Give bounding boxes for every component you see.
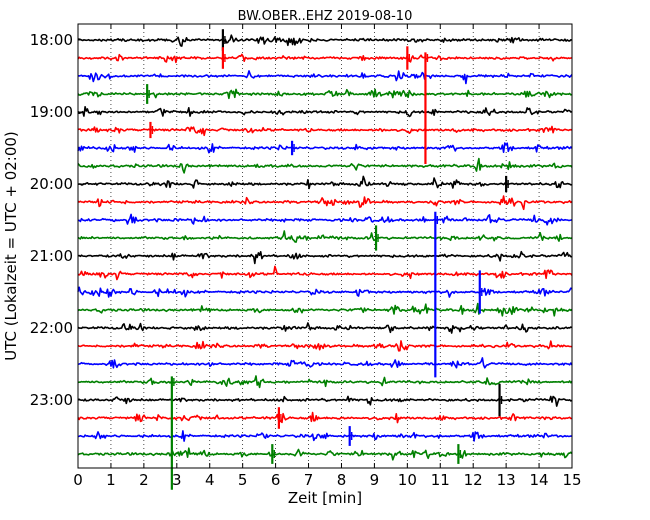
x-tick-label-5: 5 bbox=[238, 471, 248, 489]
y-tick-label-0: 18:00 bbox=[30, 31, 73, 49]
y-tick-label-1: 19:00 bbox=[30, 103, 73, 121]
trace-line-4 bbox=[77, 106, 573, 118]
y-tick-label-4: 22:00 bbox=[30, 319, 73, 337]
x-tick-label-2: 2 bbox=[139, 471, 149, 489]
plot-frame bbox=[77, 23, 573, 469]
trace-line-14 bbox=[77, 286, 573, 298]
y-tick-label-2: 20:00 bbox=[30, 175, 73, 193]
trace-line-0 bbox=[77, 34, 573, 47]
trace-line-18 bbox=[77, 357, 573, 369]
trace-line-7 bbox=[77, 157, 573, 174]
grid-layer bbox=[110, 24, 540, 468]
trace-line-9 bbox=[77, 195, 573, 211]
x-tick-label-4: 4 bbox=[205, 471, 215, 489]
x-tick-label-14: 14 bbox=[530, 471, 549, 489]
trace-line-6 bbox=[77, 142, 573, 154]
x-tick-label-11: 11 bbox=[431, 471, 450, 489]
trace-line-2 bbox=[77, 70, 573, 85]
x-tick-label-3: 3 bbox=[172, 471, 182, 489]
x-tick-label-13: 13 bbox=[497, 471, 516, 489]
trace-line-20 bbox=[77, 395, 573, 407]
x-tick-label-1: 1 bbox=[106, 471, 116, 489]
chart-title: BW.OBER..EHZ 2019-08-10 bbox=[238, 9, 413, 24]
trace-line-15 bbox=[77, 302, 573, 317]
x-tick-label-8: 8 bbox=[337, 471, 347, 489]
trace-line-16 bbox=[77, 322, 573, 334]
x-tick-label-6: 6 bbox=[271, 471, 281, 489]
trace-line-17 bbox=[77, 340, 573, 352]
trace-line-8 bbox=[77, 175, 573, 190]
x-tick-label-9: 9 bbox=[370, 471, 380, 489]
trace-line-22 bbox=[77, 430, 572, 442]
x-axis-label: Zeit [min] bbox=[288, 489, 362, 507]
trace-layer bbox=[77, 29, 573, 490]
trace-line-5 bbox=[77, 125, 573, 137]
y-tick-label-5: 23:00 bbox=[30, 391, 73, 409]
trace-line-21 bbox=[77, 411, 573, 424]
trace-line-10 bbox=[77, 213, 573, 226]
trace-line-1 bbox=[77, 53, 573, 64]
trace-line-23 bbox=[77, 447, 573, 461]
tick-layer: 0 1 2 3 4 5 6 7 8 9 10 11 12 13 14 1518:0019:0020:0021:… bbox=[30, 24, 582, 489]
x-tick-label-0: 0 bbox=[73, 471, 83, 489]
y-axis-label: UTC (Lokalzeit = UTC + 02:00) bbox=[2, 131, 20, 361]
y-tick-label-3: 21:00 bbox=[30, 247, 73, 265]
trace-line-13 bbox=[77, 265, 573, 281]
trace-line-12 bbox=[77, 250, 572, 265]
x-tick-label-12: 12 bbox=[464, 471, 483, 489]
trace-line-3 bbox=[77, 88, 573, 100]
x-tick-label-10: 10 bbox=[398, 471, 417, 489]
x-tick-label-15: 15 bbox=[562, 471, 581, 489]
x-tick-label-7: 7 bbox=[304, 471, 314, 489]
trace-line-11 bbox=[77, 230, 573, 243]
trace-line-19 bbox=[77, 375, 573, 389]
